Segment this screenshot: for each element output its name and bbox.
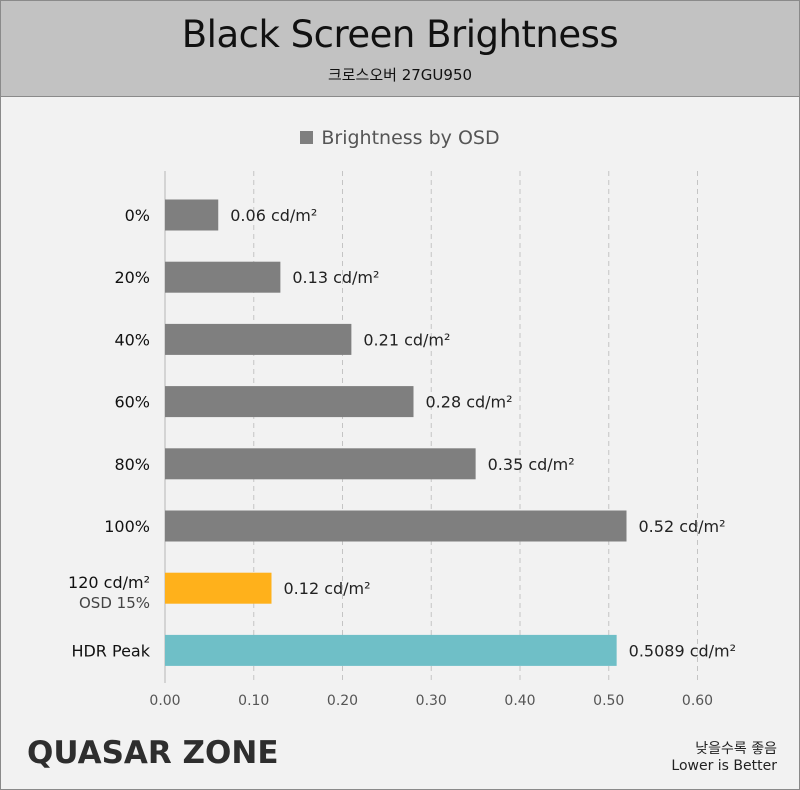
category-label: HDR Peak [71, 641, 150, 660]
bar [165, 572, 272, 604]
data-label: 0.52 cd/m² [639, 517, 726, 536]
category-label: 80% [114, 455, 150, 474]
lower-is-better-note-en: Lower is Better [671, 758, 777, 774]
x-tick-label: 0.20 [327, 693, 358, 709]
data-label: 0.12 cd/m² [284, 579, 371, 598]
lower-is-better-note-ko: 낮을수록 좋음 [695, 741, 777, 757]
category-sublabel: OSD 15% [79, 594, 150, 612]
data-label: 0.21 cd/m² [363, 330, 450, 349]
chart-header: Black Screen Brightness 크로스오버 27GU950 [1, 1, 799, 97]
bar [165, 199, 219, 231]
chart-subtitle: 크로스오버 27GU950 [327, 66, 473, 84]
x-tick-label: 0.00 [149, 693, 180, 709]
x-tick-label: 0.10 [238, 693, 269, 709]
bar [165, 261, 281, 293]
data-label: 0.35 cd/m² [488, 455, 575, 474]
category-label: 0% [125, 206, 150, 225]
x-tick-label: 0.60 [682, 693, 713, 709]
chart-title: Black Screen Brightness [181, 13, 619, 56]
data-label: 0.06 cd/m² [230, 206, 317, 225]
bar-chart: 0.00 0.10 0.20 0.30 0.40 0.50 0.60 0.06 cd/m² 0%… [68, 171, 736, 709]
category-label: 40% [114, 330, 150, 349]
data-label: 0.13 cd/m² [292, 268, 379, 287]
category-label: 100% [104, 517, 150, 536]
x-tick-label: 0.40 [504, 693, 535, 709]
x-tick-label: 0.50 [593, 693, 624, 709]
category-label: 120 cd/m² [68, 573, 150, 592]
data-label: 0.28 cd/m² [426, 393, 513, 412]
data-label: 0.5089 cd/m² [629, 641, 736, 660]
bar [165, 323, 352, 355]
legend-label: Brightness by OSD [321, 127, 500, 149]
bar [165, 510, 627, 542]
bar [165, 448, 476, 480]
legend-swatch [300, 131, 314, 144]
category-label: 20% [114, 268, 150, 287]
category-label: 60% [114, 393, 150, 412]
bar [165, 386, 414, 418]
quasarzone-logo: QUASAR ZONE [27, 735, 279, 771]
legend: Brightness by OSD [1, 127, 799, 149]
x-tick-label: 0.30 [416, 693, 447, 709]
bar [165, 634, 617, 666]
